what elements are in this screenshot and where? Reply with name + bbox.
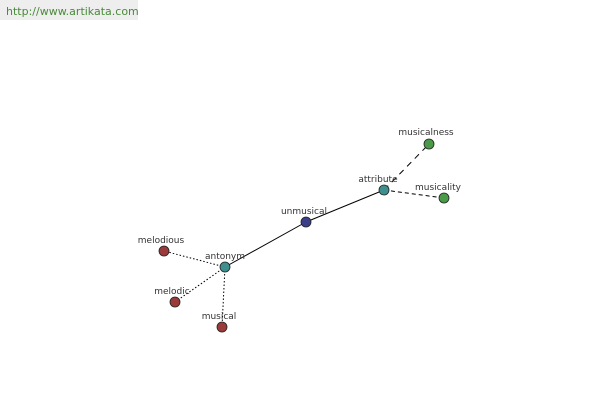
edge <box>383 189 445 199</box>
node[interactable] <box>438 192 450 204</box>
edge <box>305 189 385 223</box>
node[interactable] <box>423 138 435 150</box>
edge <box>224 221 307 268</box>
node[interactable] <box>169 296 181 308</box>
node-label: musicality <box>415 183 462 193</box>
header-url[interactable]: http://www.artikata.com <box>6 5 139 18</box>
node-label: melodic <box>154 287 190 297</box>
node[interactable] <box>216 321 228 333</box>
node[interactable] <box>219 261 231 273</box>
node-label: musical <box>202 312 237 322</box>
node-label: musicalness <box>398 128 454 138</box>
node-label: unmusical <box>281 207 327 217</box>
node[interactable] <box>158 245 170 257</box>
node[interactable] <box>378 184 390 196</box>
node[interactable] <box>300 216 312 228</box>
edge <box>221 266 226 328</box>
edge <box>163 250 226 268</box>
node-label: attribute <box>358 175 398 185</box>
node-label: melodious <box>138 236 185 246</box>
edges <box>163 143 445 328</box>
header-box <box>0 0 138 20</box>
node-label: antonym <box>205 252 245 262</box>
